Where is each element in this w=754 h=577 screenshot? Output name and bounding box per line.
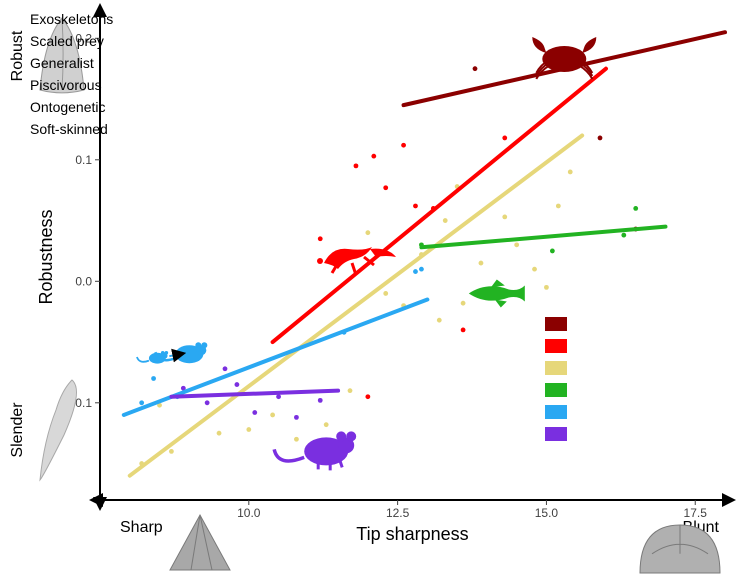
point-generalist [294, 437, 299, 442]
point-generalist [532, 267, 537, 272]
tooth-icons [40, 18, 720, 573]
point-exoskeletons [598, 136, 603, 141]
point-generalist [568, 170, 573, 175]
legend-label-generalist: Generalist [30, 55, 94, 71]
point-piscivorous [550, 249, 555, 254]
legend-swatch-scaled_prey [545, 339, 567, 353]
point-scaled_prey [413, 204, 418, 209]
svg-text:12.5: 12.5 [386, 506, 410, 520]
point-scaled_prey [502, 136, 507, 141]
point-piscivorous [633, 206, 638, 211]
legend [545, 317, 567, 441]
point-generalist [217, 431, 222, 436]
point-soft_skinned [235, 382, 240, 387]
legend-label-piscivorous: Piscivorous [30, 77, 102, 93]
svg-text:17.5: 17.5 [684, 506, 708, 520]
crab-icon [532, 37, 596, 79]
svg-text:0.0: 0.0 [75, 274, 92, 288]
point-scaled_prey [318, 236, 323, 241]
point-exoskeletons [473, 66, 478, 71]
svg-text:0.1: 0.1 [75, 153, 92, 167]
point-piscivorous [621, 233, 626, 238]
point-scaled_prey [401, 143, 406, 148]
fit-line-soft_skinned [171, 391, 338, 397]
point-scaled_prey [354, 163, 359, 168]
y-end-label-robust: Robust [9, 30, 26, 81]
point-generalist [461, 301, 466, 306]
point-scaled_prey [371, 154, 376, 159]
fit-line-generalist [130, 136, 582, 476]
x-axis-title: Tip sharpness [356, 524, 468, 544]
point-generalist [479, 261, 484, 266]
silhouettes [137, 37, 596, 470]
legend-swatch-soft_skinned [545, 427, 567, 441]
point-generalist [169, 449, 174, 454]
point-ontogenetic [151, 376, 156, 381]
fit-lines [124, 32, 725, 475]
point-ontogenetic [139, 400, 144, 405]
point-scaled_prey [383, 185, 388, 190]
point-generalist [348, 388, 353, 393]
y-end-label-slender: Slender [9, 402, 26, 458]
point-generalist [270, 413, 275, 418]
point-soft_skinned [276, 394, 281, 399]
legend-title: Diet [0, 0, 28, 4]
svg-text:15.0: 15.0 [535, 506, 559, 520]
point-generalist [556, 204, 561, 209]
point-ontogenetic [419, 267, 424, 272]
fish-icon [469, 279, 525, 307]
point-generalist [437, 318, 442, 323]
point-generalist [514, 242, 519, 247]
legend-swatch-ontogenetic [545, 405, 567, 419]
legend-swatch-piscivorous [545, 383, 567, 397]
point-generalist [544, 285, 549, 290]
legend-label-soft_skinned: Soft-skinned [30, 121, 108, 137]
point-generalist [502, 215, 507, 220]
fit-line-ontogenetic [124, 300, 428, 415]
y-axis-title: Robustness [36, 209, 56, 304]
point-generalist [383, 291, 388, 296]
point-ontogenetic [413, 269, 418, 274]
legend-swatch-generalist [545, 361, 567, 375]
legend-swatch-exoskeletons [545, 317, 567, 331]
legend-label-scaled_prey: Scaled prey [30, 33, 104, 49]
point-soft_skinned [318, 398, 323, 403]
legend-label-exoskeletons: Exoskeletons [30, 11, 113, 27]
point-soft_skinned [252, 410, 257, 415]
legend-label-ontogenetic: Ontogenetic [30, 99, 106, 115]
point-generalist [443, 218, 448, 223]
tooth-sharp-icon [170, 515, 230, 570]
point-generalist [365, 230, 370, 235]
svg-text:10.0: 10.0 [237, 506, 261, 520]
point-scaled_prey [461, 328, 466, 333]
point-scaled_prey [365, 394, 370, 399]
point-soft_skinned [294, 415, 299, 420]
point-generalist [324, 422, 329, 427]
mouse-icon [274, 431, 356, 470]
point-soft_skinned [205, 400, 210, 405]
point-soft_skinned [223, 366, 228, 371]
tooth-slender-icon [40, 380, 77, 480]
x-end-label-sharp: Sharp [120, 519, 163, 536]
rats-icon [137, 342, 207, 363]
point-generalist [246, 427, 251, 432]
fit-line-scaled_prey [273, 69, 606, 342]
